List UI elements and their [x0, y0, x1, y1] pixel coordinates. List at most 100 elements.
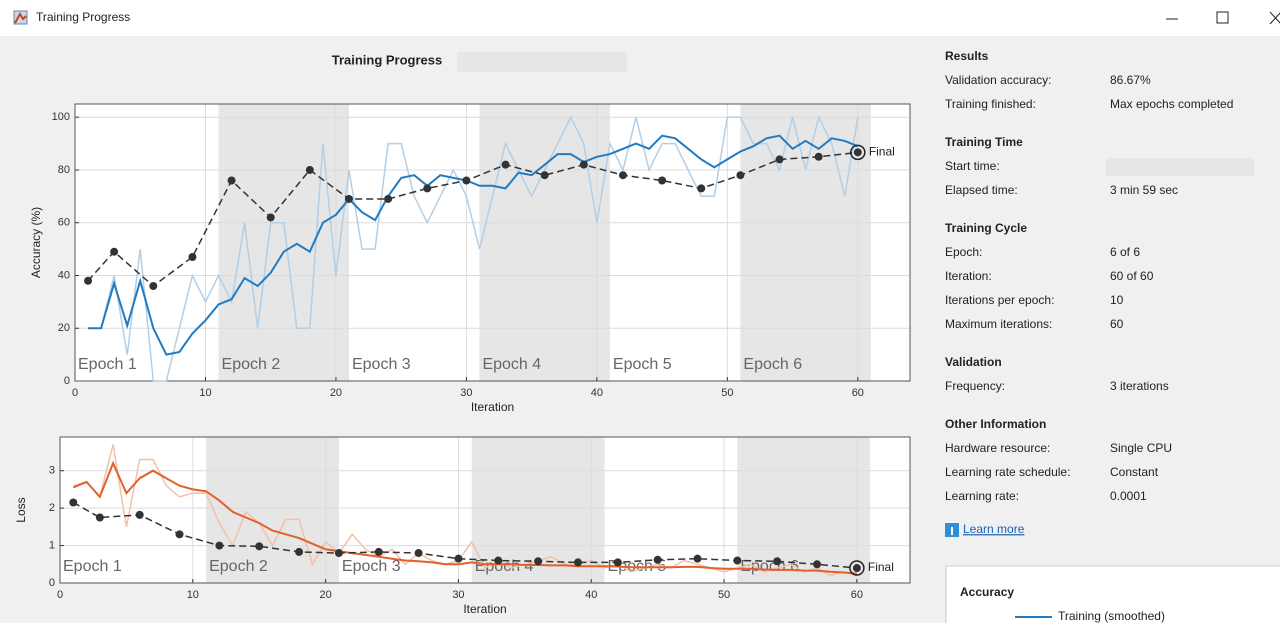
y-axis-label: Loss	[14, 497, 28, 522]
section-heading: Training Cycle	[945, 221, 1027, 235]
y-axis-label: Accuracy (%)	[29, 207, 43, 278]
row-value: 3 min 59 sec	[1110, 183, 1178, 197]
validation-point	[84, 276, 93, 285]
validation-point	[110, 247, 119, 256]
x-axis-label: Iteration	[463, 602, 506, 616]
validation-point	[384, 194, 393, 203]
series-line	[88, 134, 859, 356]
validation-point	[540, 171, 549, 180]
maximize-button[interactable]	[1216, 11, 1229, 24]
validation-point	[573, 558, 582, 567]
chart-title: Training Progress	[332, 52, 443, 67]
x-tick-label: 40	[585, 589, 597, 601]
epoch-label: Epoch 1	[78, 356, 137, 373]
epoch-label: Epoch 1	[63, 558, 122, 575]
validation-point	[255, 542, 264, 551]
validation-point	[69, 498, 78, 507]
row-value: Constant	[1110, 465, 1159, 479]
y-tick-label: 100	[52, 111, 70, 123]
epoch-label: Epoch 4	[482, 356, 541, 373]
axes-box	[59, 436, 911, 584]
validation-point	[852, 564, 861, 573]
validation-point	[188, 253, 197, 262]
row-label: Maximum iterations:	[945, 317, 1052, 331]
row-value: 60	[1110, 317, 1124, 331]
validation-point	[423, 184, 432, 193]
section-heading: Training Time	[945, 135, 1023, 149]
row-label: Frequency:	[945, 379, 1005, 393]
epoch-band	[206, 437, 339, 583]
validation-point	[775, 155, 784, 164]
validation-point	[227, 176, 236, 185]
x-tick-label: 0	[57, 589, 63, 601]
row-label: Iteration:	[945, 269, 992, 283]
epoch-band	[737, 437, 871, 583]
validation-point	[653, 555, 662, 564]
row-label: Iterations per epoch:	[945, 293, 1054, 307]
row-label: Start time:	[945, 159, 1000, 173]
row-value: Max epochs completed	[1110, 97, 1233, 111]
validation-point	[853, 148, 862, 157]
x-tick-label: 20	[330, 387, 342, 399]
epoch-band	[740, 104, 871, 381]
row-value: 60 of 60	[1110, 269, 1154, 283]
row-value: 3 iterations	[1110, 379, 1169, 393]
final-label: Final	[868, 560, 894, 574]
app-icon-glyph	[14, 12, 27, 24]
epoch-band	[218, 104, 349, 381]
validation-point	[534, 557, 543, 566]
validation-point	[693, 554, 702, 563]
x-axis-label: Iteration	[471, 400, 514, 414]
epoch-label: Epoch 2	[209, 558, 268, 575]
validation-point	[494, 556, 503, 565]
row-label: Epoch:	[945, 245, 982, 259]
validation-point	[613, 558, 622, 567]
validation-point	[135, 510, 144, 519]
final-label: Final	[869, 145, 895, 159]
validation-point	[454, 554, 463, 563]
epoch-label: Epoch 3	[352, 356, 411, 373]
row-value: Single CPU	[1110, 441, 1172, 455]
validation-point	[773, 557, 782, 566]
close-button[interactable]	[1269, 11, 1280, 25]
epoch-label: Epoch 6	[740, 558, 799, 575]
x-tick-label: 50	[718, 589, 730, 601]
series-line	[72, 460, 857, 575]
x-tick-label: 30	[452, 589, 464, 601]
legend-title: Accuracy	[960, 585, 1014, 599]
y-tick-label: 80	[58, 164, 70, 176]
series-line	[88, 115, 859, 382]
row-label: Learning rate schedule:	[945, 465, 1070, 479]
final-marker	[849, 560, 865, 576]
validation-point	[175, 530, 184, 539]
x-tick-label: 60	[852, 387, 864, 399]
row-label: Training finished:	[945, 97, 1036, 111]
hidden-subtitle	[457, 52, 627, 72]
validation-point	[462, 176, 471, 185]
learn-more-link[interactable]: Learn more	[963, 522, 1025, 536]
row-value: 86.67%	[1110, 73, 1151, 87]
epoch-label: Epoch 6	[743, 356, 802, 373]
section-heading: Results	[945, 49, 989, 63]
y-tick-label: 1	[49, 539, 55, 551]
validation-point	[215, 541, 224, 550]
legend-box	[945, 565, 1280, 623]
epoch-band	[479, 104, 610, 381]
hidden-value	[1106, 158, 1254, 176]
validation-point	[414, 549, 423, 558]
legend-entry: Training (smoothed)	[1058, 609, 1165, 623]
validation-point	[305, 165, 314, 174]
row-label: Hardware resource:	[945, 441, 1050, 455]
y-tick-label: 20	[58, 322, 70, 334]
section-heading: Validation	[945, 355, 1002, 369]
final-marker	[850, 144, 866, 161]
validation-point	[266, 213, 275, 222]
x-tick-label: 50	[721, 387, 733, 399]
y-tick-label: 40	[58, 269, 70, 281]
y-tick-label: 2	[49, 502, 55, 514]
x-tick-label: 10	[187, 589, 199, 601]
validation-point	[374, 547, 383, 556]
x-tick-label: 0	[72, 387, 78, 399]
